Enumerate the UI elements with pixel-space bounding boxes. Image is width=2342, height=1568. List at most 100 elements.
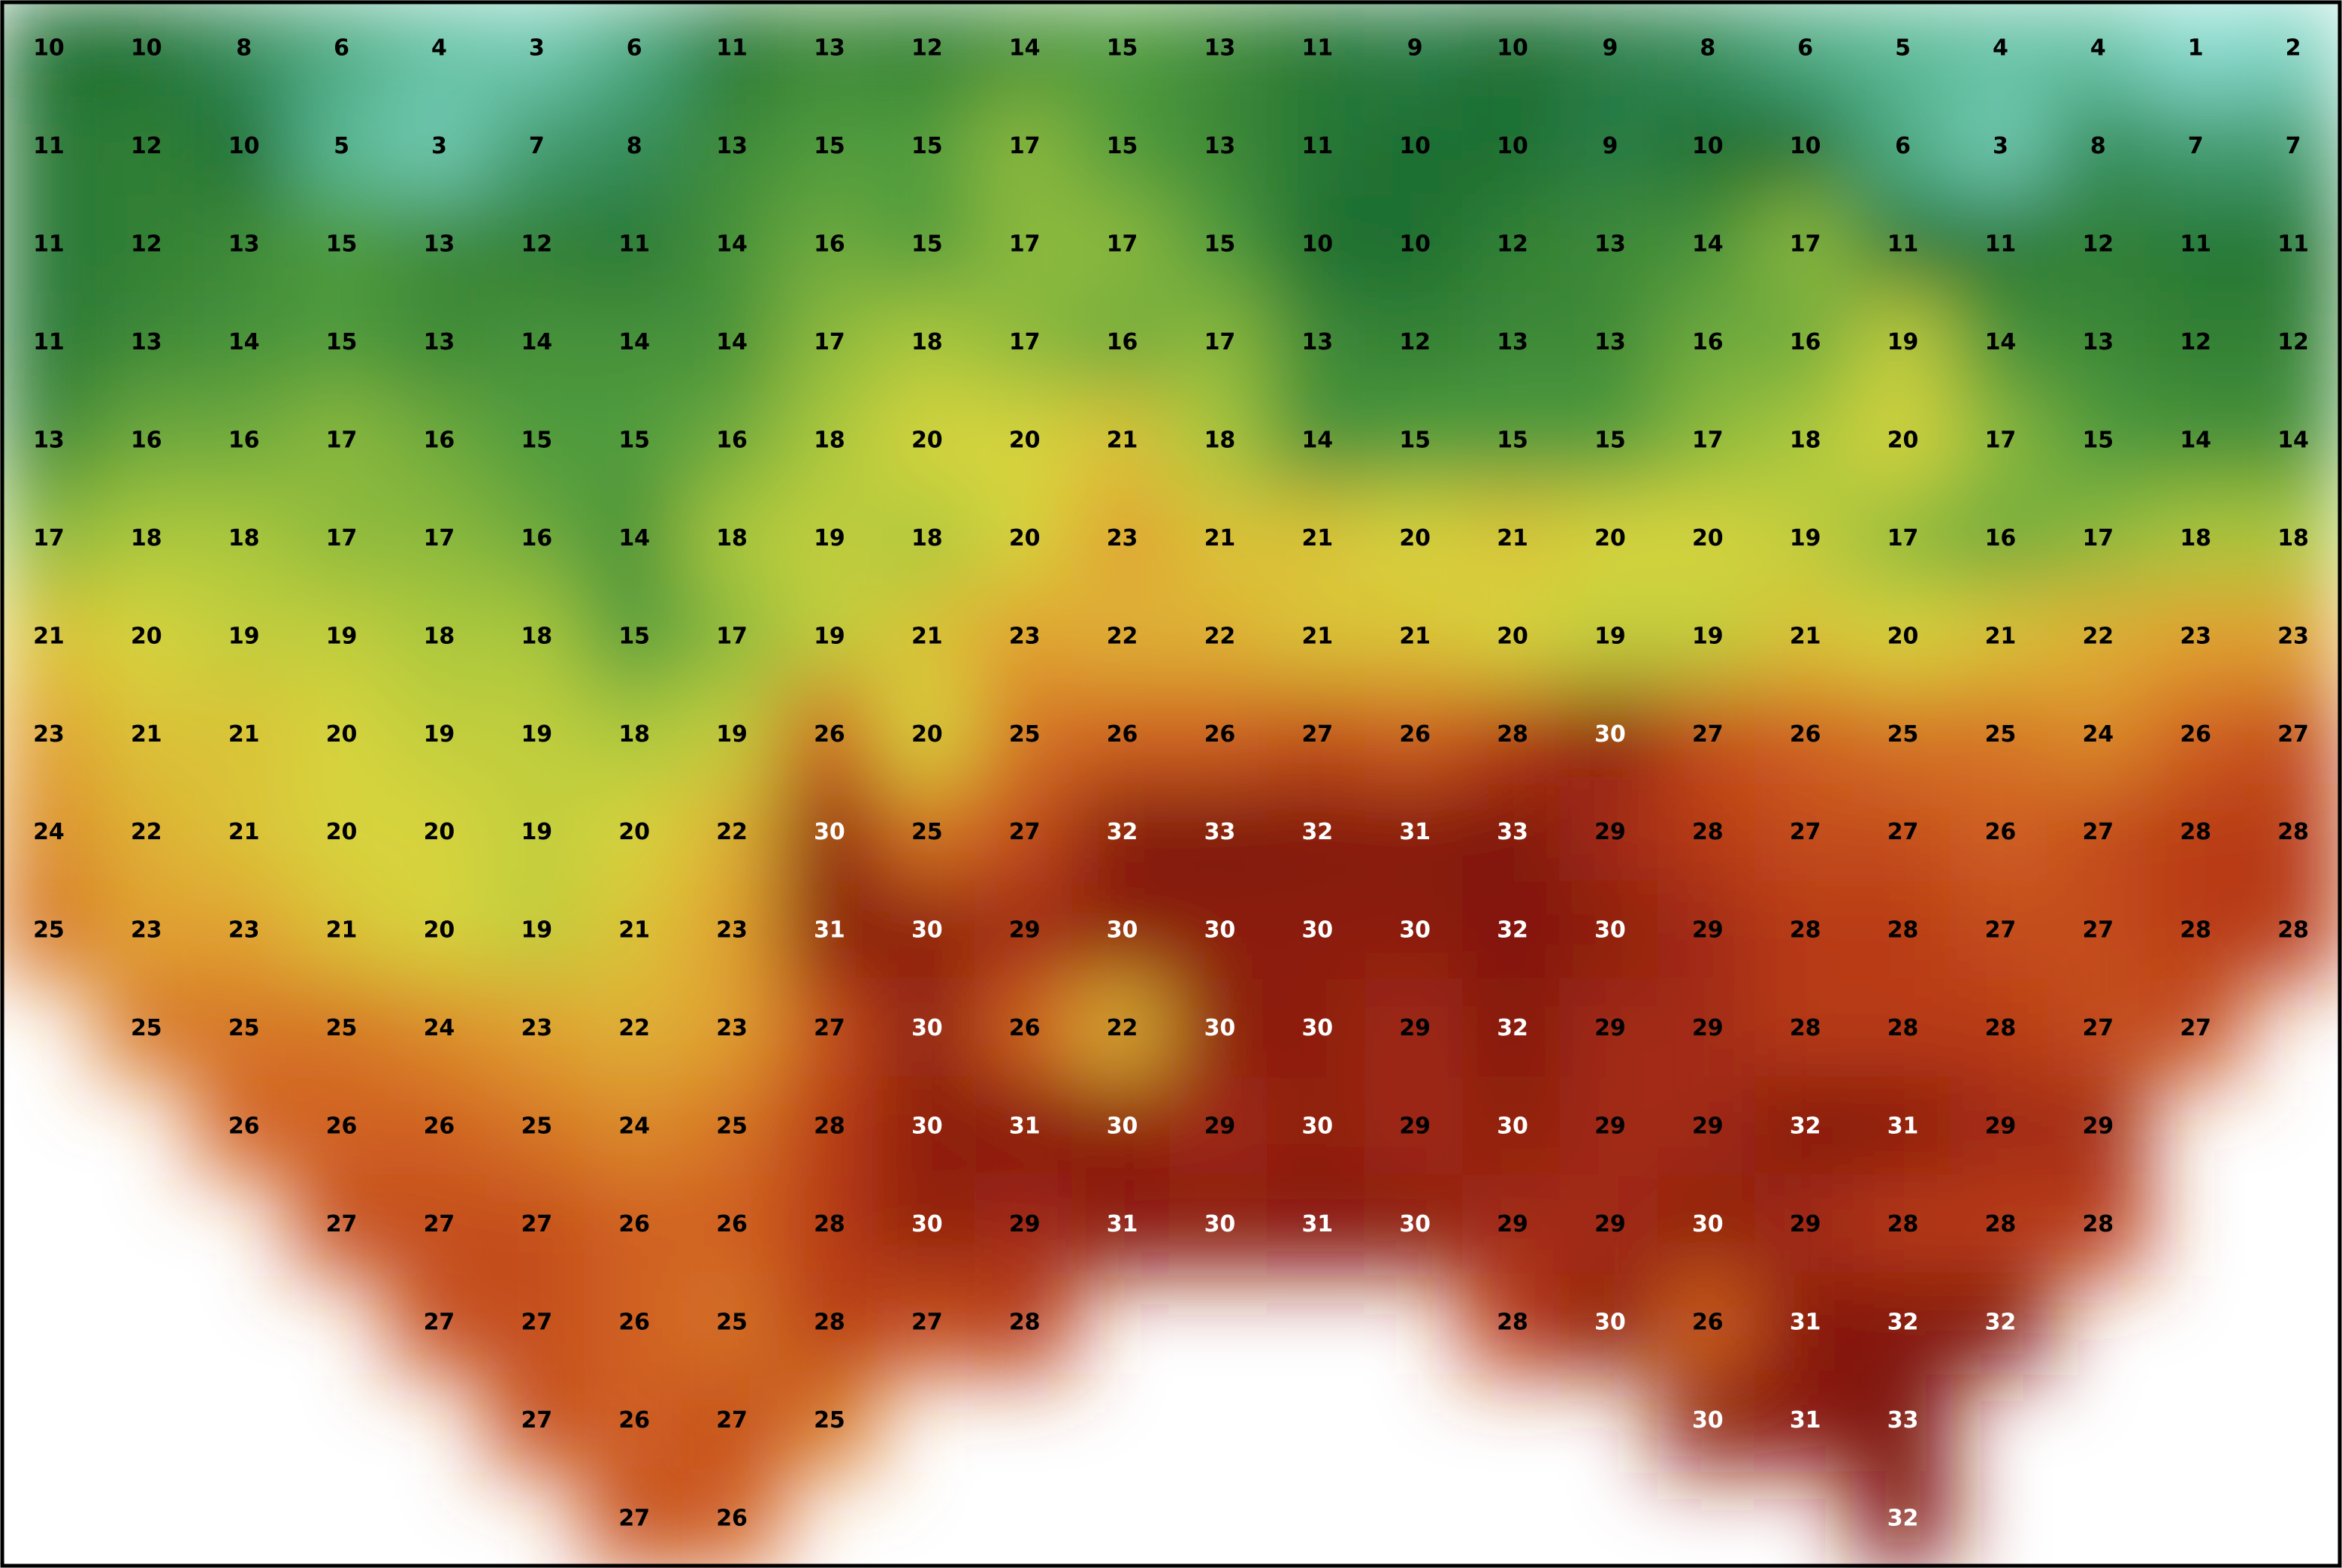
temperature-label: 6 bbox=[1797, 35, 1813, 62]
temperature-label: 27 bbox=[618, 1505, 650, 1531]
temperature-cell bbox=[1852, 194, 1954, 296]
temperature-cell bbox=[486, 586, 588, 688]
temperature-label: 21 bbox=[618, 917, 650, 944]
temperature-label: 30 bbox=[1399, 917, 1431, 944]
temperature-cell bbox=[681, 1468, 782, 1568]
temperature-cell bbox=[291, 684, 392, 786]
temperature-label: 19 bbox=[326, 623, 358, 649]
temperature-label: 28 bbox=[1985, 1211, 2017, 1237]
temperature-label: 3 bbox=[431, 133, 447, 159]
temperature-cell bbox=[1657, 782, 1758, 884]
temperature-cell bbox=[681, 0, 782, 100]
temperature-cell bbox=[2047, 684, 2149, 786]
temperature-label: 18 bbox=[618, 721, 650, 748]
temperature-cell bbox=[1657, 880, 1758, 982]
temperature-cell bbox=[1462, 96, 1563, 198]
temperature-label: 25 bbox=[1985, 721, 2017, 748]
temperature-cell bbox=[486, 390, 588, 492]
temperature-cell bbox=[1071, 880, 1173, 982]
temperature-cell bbox=[193, 880, 295, 982]
temperature-cell bbox=[2047, 488, 2149, 590]
temperature-label: 10 bbox=[1692, 133, 1724, 159]
temperature-cell bbox=[1657, 684, 1758, 786]
temperature-label: 19 bbox=[1594, 623, 1626, 649]
temperature-cell bbox=[974, 978, 1075, 1080]
temperature-cell bbox=[2243, 292, 2342, 394]
temperature-cell bbox=[388, 586, 490, 688]
temperature-label: 22 bbox=[716, 819, 748, 845]
temperature-cell bbox=[486, 1272, 588, 1374]
temperature-cell bbox=[681, 880, 782, 982]
temperature-label: 15 bbox=[1107, 35, 1138, 62]
temperature-label: 4 bbox=[431, 35, 447, 62]
temperature-label: 29 bbox=[1204, 1113, 1236, 1140]
temperature-cell bbox=[1950, 0, 2051, 100]
temperature-cell bbox=[876, 684, 978, 786]
temperature-cell bbox=[291, 292, 392, 394]
temperature-cell bbox=[584, 488, 685, 590]
temperature-label: 30 bbox=[1692, 1211, 1724, 1237]
temperature-cell bbox=[779, 1076, 880, 1178]
temperature-cell bbox=[1267, 880, 1368, 982]
temperature-cell bbox=[2047, 194, 2149, 296]
temperature-cell bbox=[291, 194, 392, 296]
temperature-cell bbox=[486, 978, 588, 1080]
temperature-cell bbox=[1657, 1370, 1758, 1472]
temperature-label: 25 bbox=[33, 917, 65, 944]
temperature-label: 30 bbox=[1399, 1211, 1431, 1237]
temperature-cell bbox=[1852, 488, 1954, 590]
temperature-label: 13 bbox=[131, 329, 162, 355]
temperature-label: 12 bbox=[131, 133, 162, 159]
temperature-cell bbox=[584, 0, 685, 100]
temperature-label: 30 bbox=[911, 917, 943, 944]
temperature-cell bbox=[291, 782, 392, 884]
temperature-cell bbox=[1071, 1174, 1173, 1276]
temperature-cell bbox=[1462, 488, 1563, 590]
temperature-label: 17 bbox=[1009, 133, 1041, 159]
temperature-cell bbox=[1754, 782, 1856, 884]
temperature-label: 23 bbox=[716, 917, 748, 944]
temperature-cell bbox=[876, 96, 978, 198]
temperature-cell bbox=[1657, 1076, 1758, 1178]
temperature-cell bbox=[779, 684, 880, 786]
temperature-cell bbox=[291, 1174, 392, 1276]
temperature-label: 28 bbox=[1692, 819, 1724, 845]
temperature-label: 18 bbox=[716, 525, 748, 551]
temperature-label: 27 bbox=[1009, 819, 1041, 845]
temperature-label: 18 bbox=[911, 525, 943, 551]
temperature-label: 10 bbox=[131, 35, 162, 62]
temperature-cell bbox=[0, 684, 99, 786]
temperature-label: 14 bbox=[2277, 427, 2309, 453]
temperature-cell bbox=[388, 194, 490, 296]
temperature-cell bbox=[486, 488, 588, 590]
temperature-label: 29 bbox=[1594, 1211, 1626, 1237]
temperature-cell bbox=[1950, 782, 2051, 884]
temperature-cell bbox=[1364, 488, 1466, 590]
temperature-label: 17 bbox=[1985, 427, 2017, 453]
temperature-label: 30 bbox=[1497, 1113, 1528, 1140]
temperature-cell bbox=[876, 782, 978, 884]
temperature-label: 28 bbox=[814, 1309, 845, 1335]
temperature-label: 21 bbox=[1985, 623, 2017, 649]
temperature-cell bbox=[876, 292, 978, 394]
temperature-label: 28 bbox=[1497, 721, 1528, 748]
temperature-label: 18 bbox=[911, 329, 943, 355]
temperature-cell bbox=[193, 390, 295, 492]
temperature-label: 16 bbox=[716, 427, 748, 453]
temperature-cell bbox=[584, 96, 685, 198]
temperature-cell bbox=[2145, 684, 2247, 786]
temperature-cell bbox=[1852, 586, 1954, 688]
temperature-label: 26 bbox=[618, 1309, 650, 1335]
temperature-label: 17 bbox=[1887, 525, 1919, 551]
temperature-label: 14 bbox=[1009, 35, 1041, 62]
temperature-cell bbox=[388, 292, 490, 394]
temperature-label: 26 bbox=[1009, 1015, 1041, 1041]
temperature-label: 13 bbox=[1594, 329, 1626, 355]
temperature-cell bbox=[2145, 194, 2247, 296]
temperature-label: 17 bbox=[1107, 231, 1138, 258]
temperature-cell bbox=[0, 390, 99, 492]
temperature-cell bbox=[974, 96, 1075, 198]
temperature-label: 30 bbox=[1301, 917, 1333, 944]
temperature-cell bbox=[0, 0, 99, 100]
temperature-label: 15 bbox=[911, 133, 943, 159]
